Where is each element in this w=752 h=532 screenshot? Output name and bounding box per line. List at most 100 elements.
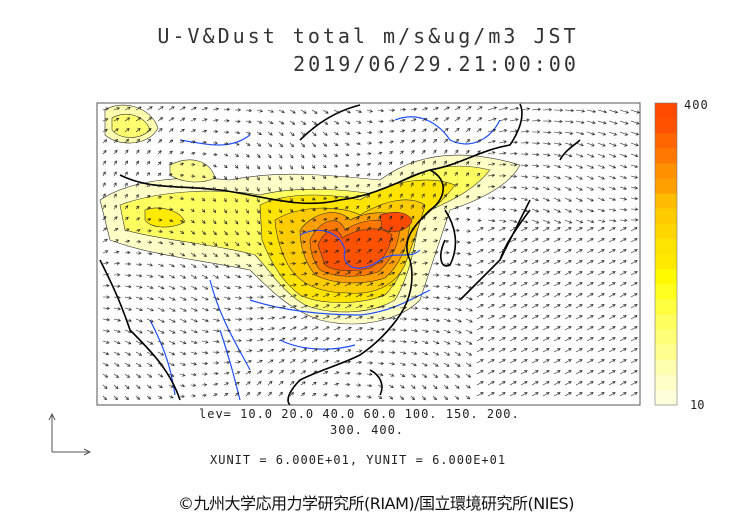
wind-arrow [509, 337, 517, 342]
wind-arrow [432, 384, 438, 390]
wind-arrow [289, 392, 295, 397]
wind-arrow [619, 153, 628, 158]
wind-arrow [256, 359, 263, 364]
wind-arrow [388, 151, 394, 155]
wind-arrow [388, 215, 393, 221]
wind-arrow [212, 361, 220, 365]
wind-arrow [597, 392, 605, 397]
wind-arrow [322, 261, 329, 265]
wind-arrow [256, 306, 265, 310]
wind-arrow [454, 395, 460, 400]
wind-arrow [223, 141, 229, 146]
wind-arrow [520, 348, 528, 353]
wind-arrow [146, 194, 151, 199]
wind-arrow [564, 282, 572, 287]
wind-arrow [245, 131, 252, 135]
wind-arrow [531, 260, 539, 265]
wind-arrow [608, 359, 616, 364]
wind-arrow [124, 149, 129, 155]
wind-arrow [520, 304, 528, 309]
wind-arrow [388, 249, 395, 254]
wind-arrow [157, 161, 162, 166]
wind-arrow [333, 371, 340, 375]
wind-arrow [630, 370, 638, 375]
wind-arrow [344, 260, 351, 265]
wind-arrow [498, 337, 506, 342]
wind-arrow [421, 193, 425, 199]
wind-arrow [564, 120, 574, 124]
wind-arrow [234, 175, 238, 181]
wind-arrow [388, 271, 396, 276]
wind-arrow [190, 362, 198, 366]
wind-arrow [311, 337, 319, 342]
wind-arrow [465, 106, 472, 111]
wind-arrow [388, 193, 392, 199]
wind-arrow [597, 381, 605, 386]
wind-arrow [113, 204, 117, 210]
wind-arrow [509, 348, 517, 353]
wind-arrow [267, 316, 276, 320]
wind-arrow [619, 381, 627, 386]
wind-arrow [113, 227, 119, 232]
wind-arrow [102, 139, 108, 144]
wind-arrow [520, 271, 528, 276]
wind-arrow [608, 249, 616, 254]
wind-arrow [146, 318, 154, 323]
wind-arrow [586, 359, 594, 364]
wind-arrow [278, 142, 284, 148]
wind-arrow [179, 285, 187, 290]
wind-arrow [487, 326, 495, 331]
wind-arrow [454, 340, 462, 345]
wind-arrow [212, 382, 219, 386]
wind-arrow [509, 227, 517, 232]
wind-arrow [476, 172, 481, 177]
wind-arrow [355, 372, 362, 376]
wind-arrow [608, 238, 616, 243]
wind-arrow [476, 128, 482, 133]
wind-arrow [355, 173, 360, 178]
wind-arrow [509, 304, 517, 309]
wind-arrow [366, 173, 371, 177]
wind-arrow [432, 182, 436, 188]
wind-arrow [135, 160, 139, 166]
wind-arrow [102, 284, 110, 288]
wind-arrow [509, 282, 517, 287]
wind-arrow [443, 160, 447, 166]
wind-arrow [465, 161, 470, 166]
wind-arrow [179, 241, 185, 246]
wind-arrow [322, 293, 330, 298]
wind-arrow [344, 163, 350, 167]
wind-arrow [102, 395, 107, 401]
wind-arrow [311, 142, 317, 147]
wind-arrow [377, 237, 383, 243]
wind-arrow [531, 370, 539, 375]
wind-arrow [465, 274, 473, 278]
wind-arrow [542, 238, 550, 243]
wind-arrow [333, 249, 340, 254]
wind-arrow [421, 250, 428, 254]
wind-arrow [630, 153, 639, 158]
wind-arrow [388, 339, 396, 343]
wind-arrow [586, 326, 594, 331]
wind-arrow [234, 142, 240, 146]
colorbar-min-label: 10 [690, 398, 705, 412]
wind-arrow [223, 119, 230, 123]
wind-arrow [410, 204, 414, 210]
wind-arrow [542, 130, 552, 135]
wind-arrow [366, 109, 374, 113]
wind-arrow [454, 251, 461, 255]
wind-arrow [212, 107, 220, 111]
wind-arrow [311, 326, 319, 331]
wind-arrow [432, 117, 439, 122]
wind-arrow [168, 351, 176, 356]
wind-arrow [586, 249, 594, 254]
wind-arrow [168, 218, 174, 223]
wind-arrow [465, 206, 471, 211]
wind-arrow [498, 315, 506, 320]
wind-arrow [190, 163, 196, 167]
wind-arrow [223, 263, 230, 268]
wind-arrow [366, 152, 372, 156]
wind-arrow [124, 307, 132, 311]
wind-arrow [630, 348, 638, 353]
wind-arrow [245, 306, 254, 310]
